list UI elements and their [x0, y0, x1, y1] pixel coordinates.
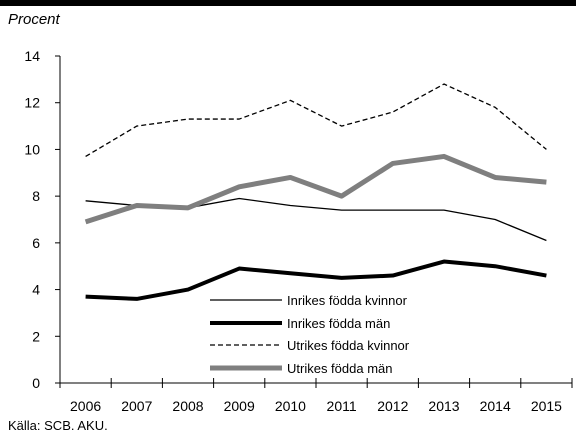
x-tick-label: 2009 — [224, 398, 255, 414]
source-note: Källa: SCB. AKU. — [8, 418, 108, 433]
series-line-2 — [85, 259, 547, 301]
x-tick-label: 2013 — [428, 398, 459, 414]
x-tick-label: 2014 — [480, 398, 511, 414]
x-tick-label: 2006 — [70, 398, 101, 414]
y-tick-label: 2 — [32, 328, 40, 344]
x-tick-label: 2015 — [531, 398, 562, 414]
legend-label-2: Inrikes födda män — [287, 316, 390, 331]
x-tick-label: 2007 — [121, 398, 152, 414]
y-tick-label: 10 — [24, 141, 40, 157]
x-tick-label: 2008 — [172, 398, 203, 414]
y-tick-label: 4 — [32, 282, 40, 298]
legend-label-4: Utrikes födda män — [287, 361, 393, 376]
y-tick-label: 8 — [32, 188, 40, 204]
y-tick-label: 14 — [24, 48, 40, 64]
y-tick-label: 0 — [32, 375, 40, 391]
y-tick-label: 12 — [24, 95, 40, 111]
series-line-3 — [85, 83, 547, 157]
legend-label-1: Inrikes födda kvinnor — [287, 293, 408, 308]
legend-label-3: Utrikes födda kvinnor — [287, 338, 410, 353]
series-line-4 — [84, 153, 547, 225]
x-tick-label: 2012 — [377, 398, 408, 414]
y-axis-label: Procent — [8, 11, 60, 28]
x-tick-label: 2011 — [327, 398, 357, 414]
x-tick-label: 2010 — [275, 398, 306, 414]
y-tick-label: 6 — [32, 235, 40, 251]
top-title-bar — [0, 0, 576, 6]
